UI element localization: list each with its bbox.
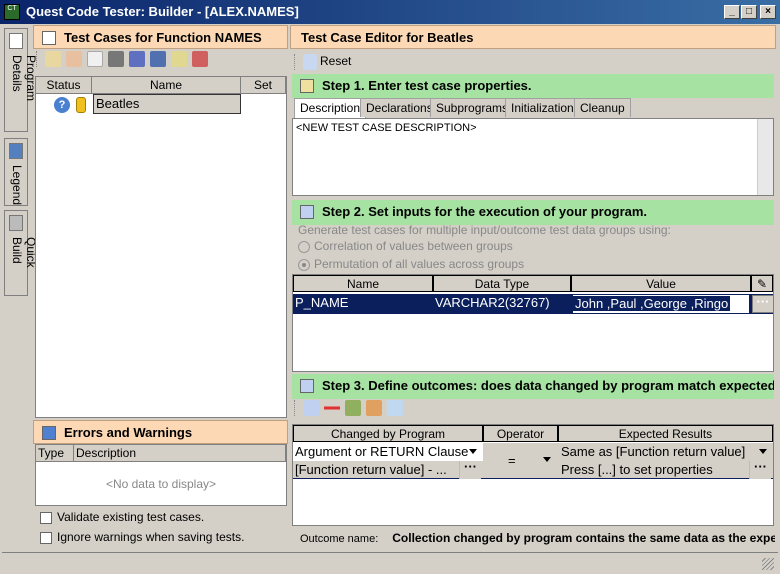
remove-outcome-icon[interactable] <box>324 400 340 416</box>
chevron-down-icon[interactable] <box>543 457 551 462</box>
new-test-icon[interactable] <box>45 51 61 67</box>
tab-cleanup[interactable]: Cleanup <box>574 98 631 117</box>
pages-icon <box>9 33 23 49</box>
pencil-icon <box>300 79 314 93</box>
title-bar: Quest Code Tester: Builder - [ALEX.NAMES… <box>0 0 780 24</box>
tab-subprograms[interactable]: Subprograms <box>430 98 515 117</box>
ellipsis-button[interactable]: ··· <box>749 460 771 479</box>
ellipsis-button[interactable]: ··· <box>459 460 481 479</box>
edit-icon[interactable] <box>387 400 403 416</box>
changed-select[interactable]: Argument or RETURN Clause <box>293 443 483 461</box>
step2-header: Step 2. Set inputs for the execution of … <box>292 200 774 225</box>
tab-label: Quick Build <box>10 237 38 268</box>
resize-grip[interactable] <box>762 558 774 570</box>
tab-label: Program Details <box>10 55 38 102</box>
reset-button[interactable]: Reset <box>294 51 351 71</box>
col-operator[interactable]: Operator <box>483 425 558 442</box>
close-button[interactable]: × <box>760 5 776 19</box>
step3-header: Step 3. Define outcomes: does data chang… <box>292 374 774 399</box>
legend-icon <box>9 143 23 159</box>
empty-message: <No data to display> <box>105 477 217 491</box>
validate-checkbox[interactable]: Validate existing test cases. <box>40 510 204 524</box>
col-expected[interactable]: Expected Results <box>558 425 773 442</box>
col-name[interactable]: Name <box>293 275 433 292</box>
radio-permutation[interactable]: Permutation of all values across groups <box>298 257 524 271</box>
page-icon <box>42 31 56 45</box>
ignore-warnings-checkbox[interactable]: Ignore warnings when saving tests. <box>40 530 244 544</box>
wand-icon[interactable] <box>366 400 382 416</box>
col-type[interactable]: Type <box>36 445 74 462</box>
editor-header: Test Case Editor for Beatles <box>290 25 776 49</box>
status-bar <box>2 552 778 572</box>
scrollbar[interactable] <box>757 119 773 195</box>
col-changed[interactable]: Changed by Program <box>293 425 483 442</box>
radio-correlation[interactable]: Correlation of values between groups <box>298 239 513 253</box>
minimize-button[interactable]: _ <box>724 5 740 19</box>
col-set[interactable]: Set <box>241 77 286 94</box>
tab-label: Legend <box>10 165 24 206</box>
test-cases-header: Test Cases for Function NAMES <box>33 25 288 49</box>
database-icon <box>76 97 86 113</box>
errors-header: Errors and Warnings <box>33 420 288 444</box>
col-description[interactable]: Description <box>74 445 286 462</box>
col-value[interactable]: Value <box>571 275 751 292</box>
generate-hint: Generate test cases for multiple input/o… <box>298 223 671 237</box>
chevron-down-icon[interactable] <box>469 449 477 454</box>
tab-legend[interactable]: Legend <box>4 138 28 206</box>
printer-icon <box>42 426 56 440</box>
tab-declarations[interactable]: Declarations <box>360 98 439 117</box>
test-cases-table: Status Name Set ? Beatles <box>35 76 287 418</box>
step1-header: Step 1. Enter test case properties. <box>292 74 774 98</box>
value-input[interactable]: John ,Paul ,George ,Ringo <box>573 295 749 313</box>
outcome-row[interactable]: Argument or RETURN Clause [Function retu… <box>293 443 773 479</box>
undo-icon[interactable] <box>192 51 208 67</box>
maximize-button[interactable]: □ <box>741 5 757 19</box>
tab-initialization[interactable]: Initialization <box>505 98 580 117</box>
reset-icon <box>303 53 317 70</box>
outcomes-grid: Changed by Program Operator Expected Res… <box>292 424 774 526</box>
tab-description[interactable]: Description <box>294 98 367 118</box>
save-run-icon[interactable] <box>150 51 166 67</box>
delete-test-icon[interactable] <box>66 51 82 67</box>
operator-select[interactable]: = <box>508 453 516 468</box>
col-name[interactable]: Name <box>92 77 241 94</box>
add-outcome-icon[interactable] <box>303 400 319 416</box>
tab-quick-build[interactable]: Quick Build <box>4 210 38 296</box>
wrench-icon <box>9 215 23 231</box>
outcomes-toolbar <box>294 400 408 420</box>
app-icon: CT <box>4 4 20 20</box>
move-icon <box>300 379 314 393</box>
chevron-down-icon[interactable] <box>759 449 767 454</box>
input-row[interactable]: P_NAME VARCHAR2(32767) John ,Paul ,Georg… <box>293 294 774 314</box>
col-status[interactable]: Status <box>36 77 92 94</box>
test-cases-toolbar <box>36 51 213 71</box>
outcome-name: Outcome name: Collection changed by progr… <box>300 531 775 545</box>
save-icon[interactable] <box>129 51 145 67</box>
tab-program-details[interactable]: Program Details <box>4 28 38 132</box>
question-icon: ? <box>54 97 70 113</box>
step1-tabs: Description Declarations Subprograms Ini… <box>292 98 774 118</box>
broom-icon[interactable] <box>345 400 361 416</box>
col-data-type[interactable]: Data Type <box>433 275 571 292</box>
help-icon[interactable] <box>171 51 187 67</box>
test-case-row[interactable]: Beatles <box>93 94 241 114</box>
ellipsis-button[interactable]: ··· <box>752 295 774 313</box>
errors-table: Type Description <No data to display> <box>35 444 287 506</box>
description-textarea[interactable]: <NEW TEST CASE DESCRIPTION> <box>292 118 774 196</box>
inputs-grid: Name Data Type Value ✎ P_NAME VARCHAR2(3… <box>292 274 774 372</box>
move-icon <box>300 205 314 219</box>
edit-icon[interactable]: ✎ <box>751 275 773 292</box>
expected-select[interactable]: Same as [Function return value] <box>561 444 746 459</box>
paste-icon[interactable] <box>108 51 124 67</box>
copy-icon[interactable] <box>87 51 103 67</box>
